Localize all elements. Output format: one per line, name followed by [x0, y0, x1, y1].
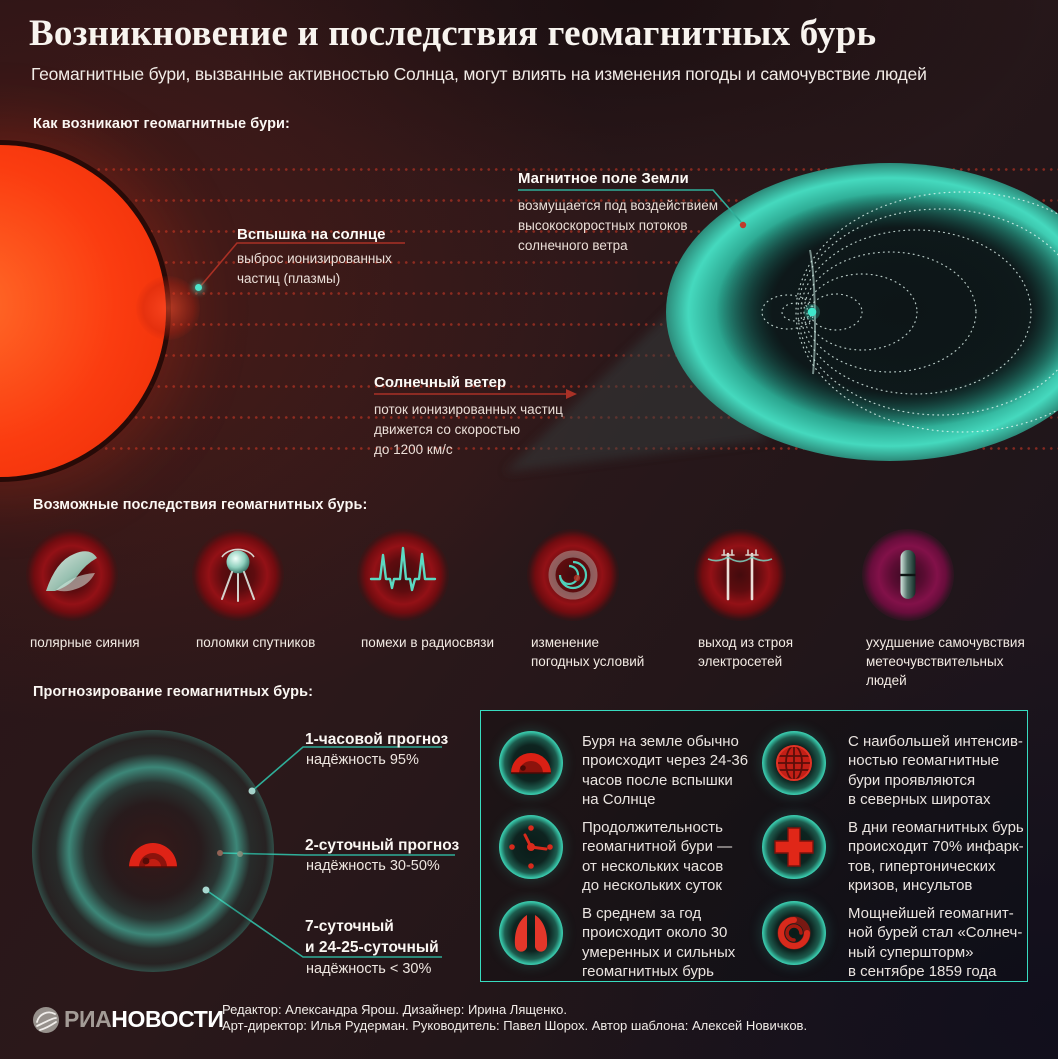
- wind-callout-title: Солнечный ветер: [374, 374, 507, 391]
- fact-item-icon: [499, 901, 563, 965]
- forecast-2d-reliability: надёжность 30-50%: [306, 858, 440, 874]
- gauge-icon: [511, 753, 551, 774]
- fact-text: В среднем за год происходит около 30 уме…: [582, 905, 736, 980]
- storm-gauge-icon: [129, 843, 177, 868]
- fact-text: Продолжительность геомагнитной бури — от…: [582, 819, 733, 894]
- wind-callout-body: поток ионизированных частиц движется со …: [374, 402, 563, 457]
- fact-item-icon: [762, 901, 826, 965]
- facts-panel: Буря на земле обычно происходит через 24…: [480, 710, 1028, 982]
- consequence-label: помехи в радиосвязи: [361, 635, 495, 650]
- credits-text: Редактор: Александра Ярош. Дизайнер: Ири…: [222, 1002, 808, 1033]
- page-subtitle: Геомагнитные бури, вызванные активностью…: [31, 64, 927, 84]
- fact-text: Буря на земле обычно происходит через 24…: [582, 733, 749, 808]
- section-consequences-heading: Возможные последствия геомагнитных бурь:: [33, 497, 368, 513]
- brand-ria: РИА: [64, 1006, 112, 1032]
- power-lines-icon: [707, 549, 773, 601]
- pill-icon: [900, 550, 916, 599]
- consequence-health: [862, 529, 954, 621]
- consequence-satellite: [192, 529, 284, 621]
- clock-icon: [509, 825, 553, 869]
- forecast-rings: [32, 730, 274, 972]
- consequence-radio: [357, 529, 449, 621]
- field-callout-body: возмущается под воздействием высокоскоро…: [518, 198, 719, 253]
- forecast-1h-title: 1-часовой прогноз: [305, 731, 449, 748]
- fact-text: Мощнейшей геомагнит- ной бурей стал «Сол…: [848, 905, 1023, 980]
- aurora-icon: [46, 551, 97, 592]
- flare-callout-body: выброс ионизированных частиц (плазмы): [237, 251, 392, 286]
- globe-icon: [776, 745, 812, 781]
- medical-cross-icon: [774, 827, 814, 867]
- fact-item-icon: [762, 731, 826, 795]
- page-title: Возникновение и последствия геомагнитных…: [29, 13, 877, 54]
- storm-swirl-icon: [777, 916, 811, 950]
- lungs-icon: [514, 915, 548, 952]
- ria-globe-logo-icon: [33, 1007, 59, 1033]
- forecast-7d-reliability: надёжность < 30%: [306, 961, 432, 977]
- section-forecast-heading: Прогнозирование геомагнитных бурь:: [33, 684, 314, 700]
- cyclone-icon: [548, 550, 598, 600]
- forecast-2d-title: 2-суточный прогноз: [305, 837, 460, 854]
- consequence-label: ухудшение самочувствия метеочувствительн…: [866, 635, 1025, 688]
- forecast-7d-title: 7-суточный и 24-25-суточный: [305, 918, 439, 956]
- consequence-label: полярные сияния: [30, 635, 140, 650]
- brand-logo: РИАНОВОСТИ: [64, 1006, 224, 1033]
- flare-callout-title: Вспышка на солнце: [237, 226, 386, 243]
- fact-item-icon: [499, 731, 563, 795]
- brand-novosti: НОВОСТИ: [111, 1006, 224, 1032]
- consequence-label: изменение погодных условий: [531, 635, 645, 669]
- flare-marker-dot: [195, 284, 202, 291]
- consequence-label: поломки спутников: [196, 635, 316, 650]
- consequence-label: выход из строя электросетей: [698, 635, 794, 669]
- forecast-1h-reliability: надёжность 95%: [306, 752, 419, 768]
- consequence-weather: [527, 529, 619, 621]
- section-formation-heading: Как возникают геомагнитные бури:: [33, 116, 290, 132]
- field-callout-title: Магнитное поле Земли: [518, 170, 689, 187]
- consequence-aurora: [26, 529, 118, 621]
- fact-text: В дни геомагнитных бурь происходит 70% и…: [848, 819, 1024, 894]
- fact-text: С наибольшей интенсив- ностью геомагнитн…: [848, 733, 1023, 808]
- satellite-icon: [221, 548, 255, 602]
- fact-item-icon: [762, 815, 826, 879]
- radio-interference-icon: [369, 546, 437, 592]
- solar-flare-bubble: [136, 276, 200, 340]
- fact-item-icon: [499, 815, 563, 879]
- consequence-powergrid: [694, 529, 786, 621]
